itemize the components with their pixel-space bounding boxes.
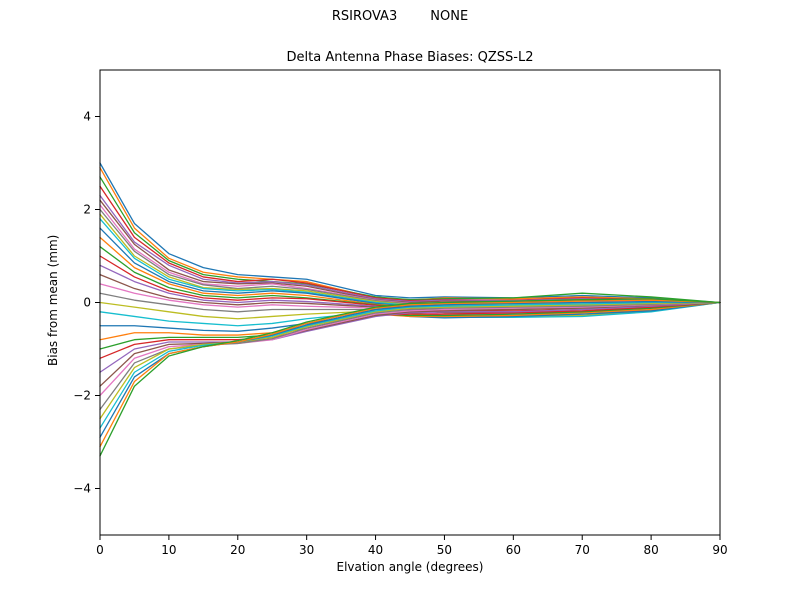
x-tick-label: 30 [299,543,314,557]
series-line [99,194,721,304]
x-tick-label: 20 [230,543,245,557]
x-tick-label: 90 [712,543,727,557]
series-line [99,301,721,397]
axes-title: Delta Antenna Phase Biases: QZSS-L2 [286,50,534,65]
series-line [99,213,721,306]
y-tick-label: 4 [83,110,91,124]
series-line [99,208,721,305]
x-tick-label: 10 [161,543,176,557]
series-line [99,301,721,387]
series-line [99,301,721,350]
y-tick-label: 2 [83,203,91,217]
x-axis-label: Elvation angle (degrees) [336,560,484,574]
y-tick-label: −4 [73,482,91,496]
series-line [99,301,721,373]
y-tick-label: −2 [73,389,91,403]
x-tick-label: 0 [96,543,104,557]
series-line [99,301,721,320]
series-line [99,199,721,304]
series-line [99,298,721,457]
series-line [99,301,721,429]
x-tick-label: 40 [368,543,383,557]
series-line [99,162,721,304]
x-tick-label: 60 [506,543,521,557]
series-line [99,301,721,420]
series-line [99,166,721,304]
series-line [99,299,721,448]
x-tick-label: 70 [575,543,590,557]
series-line [99,185,721,304]
x-tick-label: 50 [437,543,452,557]
series-line [99,300,721,439]
figure-suptitle: RSIROVA3 NONE [331,9,469,24]
y-axis-label: Bias from mean (mm) [46,234,60,366]
x-tick-label: 80 [643,543,658,557]
series-line [99,176,721,304]
y-tick-label: 0 [83,296,91,310]
series-line [99,301,721,411]
